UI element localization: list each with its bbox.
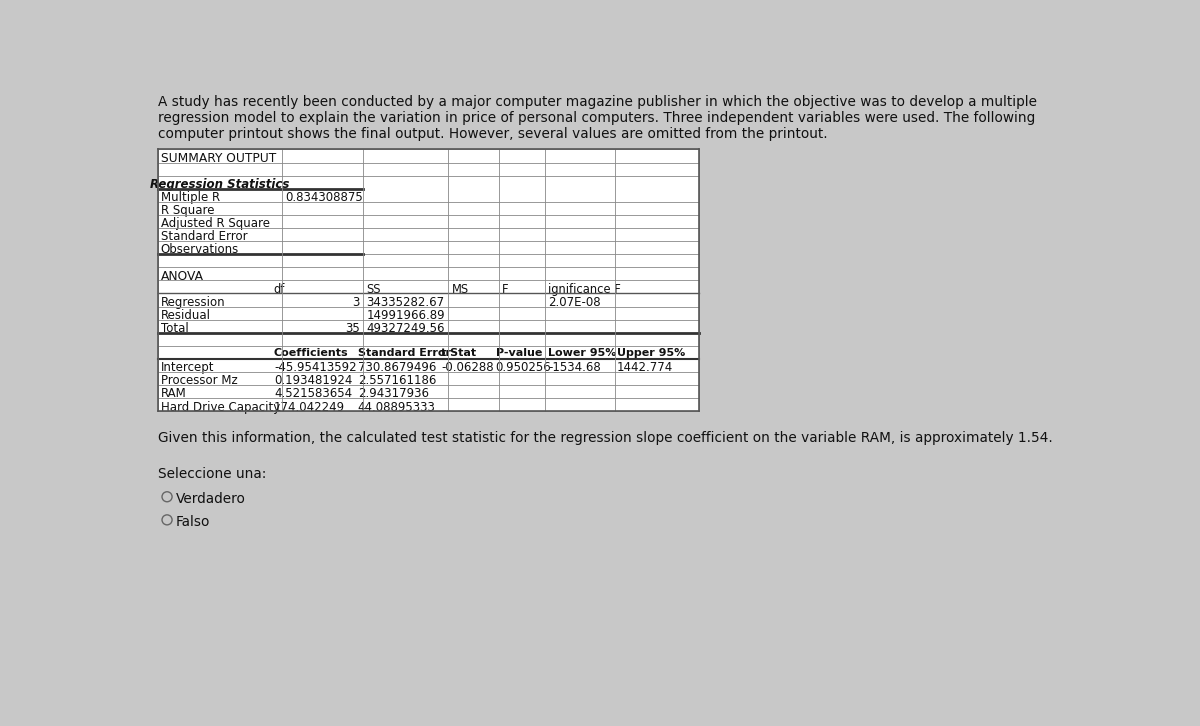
Text: Regression: Regression <box>161 295 226 309</box>
Text: Upper 95%: Upper 95% <box>617 348 685 358</box>
Text: regression model to explain the variation in price of personal computers. Three : regression model to explain the variatio… <box>157 111 1034 125</box>
Text: Intercept: Intercept <box>161 362 215 374</box>
Text: -45.95413592: -45.95413592 <box>274 362 356 374</box>
Text: 0.950256: 0.950256 <box>496 362 552 374</box>
Text: SUMMARY OUTPUT: SUMMARY OUTPUT <box>161 152 276 165</box>
Text: RAM: RAM <box>161 388 187 401</box>
Text: ANOVA: ANOVA <box>161 269 204 282</box>
Text: Adjusted R Square: Adjusted R Square <box>161 217 270 230</box>
Text: Residual: Residual <box>161 309 211 322</box>
Text: A study has recently been conducted by a major computer magazine publisher in wh: A study has recently been conducted by a… <box>157 95 1037 109</box>
Text: 2.557161186: 2.557161186 <box>358 375 436 388</box>
Text: 0.834308875: 0.834308875 <box>284 191 362 204</box>
Text: Falso: Falso <box>175 515 210 529</box>
Text: computer printout shows the final output. However, several values are omitted fr: computer printout shows the final output… <box>157 127 827 141</box>
Text: 49327249.56: 49327249.56 <box>366 322 445 335</box>
Text: 2.07E-08: 2.07E-08 <box>548 295 601 309</box>
Text: Standard Error: Standard Error <box>161 230 247 243</box>
Text: Given this information, the calculated test statistic for the regression slope c: Given this information, the calculated t… <box>157 431 1052 444</box>
Text: Lower 95%: Lower 95% <box>548 348 617 358</box>
Text: Total: Total <box>161 322 188 335</box>
Text: 14991966.89: 14991966.89 <box>366 309 445 322</box>
Text: Verdadero: Verdadero <box>175 492 246 506</box>
Text: Observations: Observations <box>161 243 239 256</box>
Text: 0.193481924: 0.193481924 <box>274 375 353 388</box>
Text: 34335282.67: 34335282.67 <box>366 295 444 309</box>
Text: 730.8679496: 730.8679496 <box>358 362 436 374</box>
Text: MS: MS <box>451 282 469 295</box>
Text: -1534.68: -1534.68 <box>548 362 601 374</box>
Text: Regression Statistics: Regression Statistics <box>150 178 289 191</box>
Text: Processor Mz: Processor Mz <box>161 375 238 388</box>
Text: Coefficients: Coefficients <box>274 348 349 358</box>
Text: R Square: R Square <box>161 204 215 217</box>
Text: Hard Drive Capacity: Hard Drive Capacity <box>161 401 280 414</box>
Text: t Stat: t Stat <box>442 348 476 358</box>
Text: 1442.774: 1442.774 <box>617 362 673 374</box>
Text: 3: 3 <box>353 295 360 309</box>
Bar <box>157 150 698 412</box>
Text: 4.521583654: 4.521583654 <box>274 388 352 401</box>
Text: -0.06288: -0.06288 <box>442 362 494 374</box>
Text: ignificance F: ignificance F <box>548 282 622 295</box>
Text: Seleccione una:: Seleccione una: <box>157 468 266 481</box>
Text: 174.042249: 174.042249 <box>274 401 346 414</box>
Text: Standard Error: Standard Error <box>358 348 451 358</box>
Text: 2.94317936: 2.94317936 <box>358 388 428 401</box>
Text: df: df <box>274 282 284 295</box>
Text: SS: SS <box>366 282 380 295</box>
Text: 44.08895333: 44.08895333 <box>358 401 436 414</box>
Text: Multiple R: Multiple R <box>161 191 220 204</box>
Text: F: F <box>502 282 509 295</box>
Text: 35: 35 <box>346 322 360 335</box>
Text: P-value: P-value <box>496 348 542 358</box>
